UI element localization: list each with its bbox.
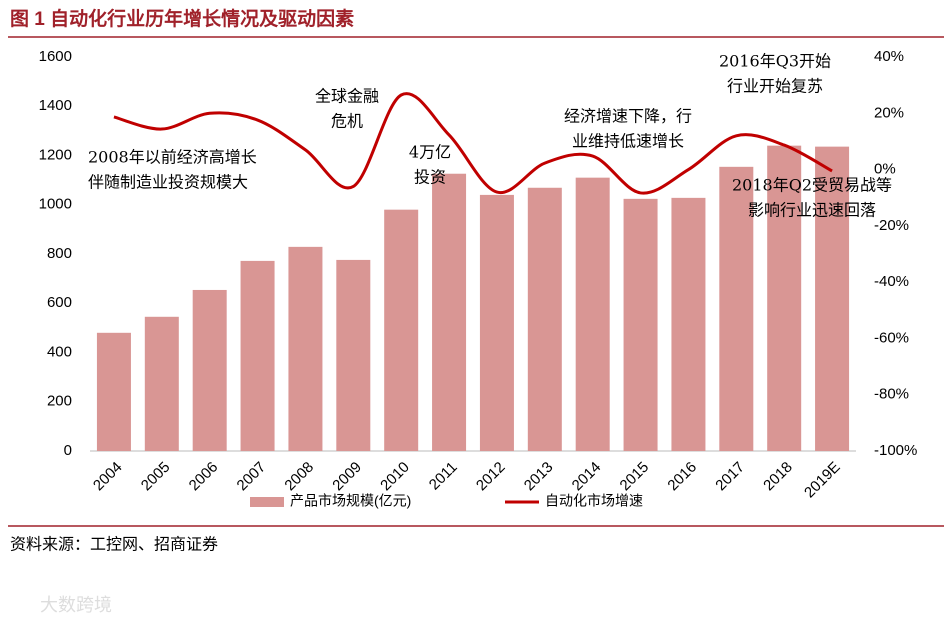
bar <box>479 194 514 451</box>
chart-title: 图 1 自动化行业历年增长情况及驱动因素 <box>10 7 354 30</box>
legend-label: 产品市场规模(亿元) <box>290 493 411 509</box>
annotation: 4万亿 <box>409 143 451 162</box>
bar <box>336 259 371 451</box>
annotation: 危机 <box>331 112 363 131</box>
x-tick-label: 2013 <box>521 459 557 495</box>
y-tick-label: 200 <box>47 393 72 410</box>
source: 资料来源：工控网、招商证券 <box>10 535 218 554</box>
x-tick-label: 2006 <box>186 459 222 495</box>
x-tick-label: 2004 <box>90 459 126 495</box>
bar <box>288 246 323 451</box>
bar <box>671 197 706 451</box>
x-tick-label: 2008 <box>281 459 317 495</box>
y-tick-label: 400 <box>47 343 72 360</box>
bar <box>623 198 658 451</box>
y2-tick-label: 0% <box>874 161 896 178</box>
annotation: 2008年以前经济高增长 <box>88 148 257 167</box>
y-tick-label: 800 <box>47 245 72 262</box>
y-tick-label: 600 <box>47 294 72 311</box>
bar <box>240 260 275 451</box>
bar <box>96 332 131 451</box>
y2-tick-label: -40% <box>874 273 909 290</box>
y-tick-label: 1600 <box>39 48 72 65</box>
x-tick-label: 2005 <box>138 459 174 495</box>
bar <box>432 173 467 451</box>
legend-swatch <box>250 497 284 507</box>
bar <box>719 166 754 451</box>
x-tick-label: 2012 <box>473 459 509 495</box>
legend-label: 自动化市场增速 <box>545 493 643 509</box>
watermark: 大数跨境 <box>40 595 112 615</box>
y2-tick-label: 20% <box>874 104 904 121</box>
annotation: 全球金融 <box>315 87 379 106</box>
bar <box>144 316 179 451</box>
x-tick-label: 2016 <box>664 459 700 495</box>
annotation: 经济增速下降，行 <box>564 107 692 126</box>
x-tick-label: 2007 <box>234 459 270 495</box>
y2-tick-label: -20% <box>874 217 909 234</box>
x-tick-label: 2014 <box>569 459 605 495</box>
y-tick-label: 0 <box>64 442 72 459</box>
annotation: 影响行业迅速回落 <box>748 201 876 220</box>
y-tick-label: 1400 <box>39 97 72 114</box>
x-tick-label: 2015 <box>617 459 653 495</box>
annotation: 业维持低速增长 <box>572 132 684 151</box>
x-tick-label: 2019E <box>801 459 844 502</box>
y2-tick-label: -80% <box>874 386 909 403</box>
bar <box>192 289 227 451</box>
bar <box>575 177 610 451</box>
y2-tick-label: 40% <box>874 48 904 65</box>
y-tick-label: 1000 <box>39 196 72 213</box>
bar <box>384 209 419 451</box>
annotation: 行业开始复苏 <box>727 77 823 96</box>
annotation: 伴随制造业投资规模大 <box>88 173 248 192</box>
annotation: 2016年Q3开始 <box>719 52 831 71</box>
annotation: 2018年Q2受贸易战等 <box>732 176 892 195</box>
x-tick-label: 2011 <box>426 459 461 494</box>
y-tick-label: 1200 <box>39 146 72 163</box>
y2-tick-label: -100% <box>874 442 917 459</box>
bar <box>815 146 850 451</box>
x-tick-label: 2017 <box>712 459 748 495</box>
x-tick-label: 2018 <box>760 459 796 495</box>
y2-tick-label: -60% <box>874 329 909 346</box>
annotation: 投资 <box>414 168 446 187</box>
line <box>113 92 833 195</box>
x-tick-label: 2009 <box>329 459 365 495</box>
x-tick-label: 2010 <box>377 459 413 495</box>
bar <box>767 145 802 451</box>
bar <box>527 187 562 452</box>
